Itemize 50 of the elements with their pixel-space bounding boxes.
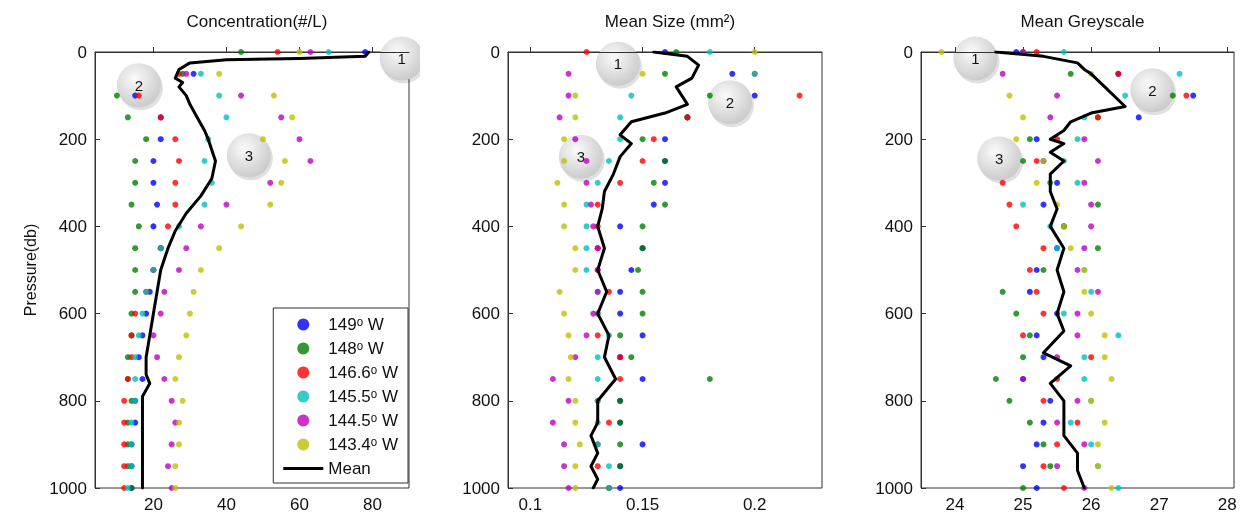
chart-title: Concentration(#/L) — [186, 12, 328, 31]
chart-title: Mean Greyscale — [1020, 12, 1145, 31]
y-tick-label: 1000 — [875, 478, 913, 498]
y-tick-label: 0 — [77, 42, 87, 62]
y-tick-label: 400 — [884, 216, 913, 236]
x-tick-label: 80 — [363, 495, 382, 514]
legend-label: 148ᵒ W — [328, 339, 384, 358]
annotation: 3 — [576, 148, 586, 166]
y-tick-label: 1000 — [462, 478, 500, 498]
annotation: 3 — [995, 149, 1004, 167]
x-tick-label: 26 — [1081, 495, 1101, 514]
y-tick-label: 200 — [884, 129, 913, 149]
annotation: 2 — [134, 76, 144, 94]
y-tick-label: 0 — [903, 42, 913, 62]
y-tick-label: 800 — [471, 391, 500, 411]
y-tick-label: 600 — [58, 304, 87, 324]
x-tick-label: 0.2 — [742, 495, 767, 514]
y-tick-label: 600 — [471, 304, 500, 324]
y-tick-label: 200 — [471, 129, 500, 149]
y-tick-label: 200 — [58, 129, 87, 149]
y-tick-label: 600 — [884, 304, 913, 324]
x-tick-label: 27 — [1149, 495, 1169, 514]
chart-title: Mean Size (mm²) — [604, 12, 736, 31]
x-tick-label: 0.1 — [518, 495, 543, 514]
legend-label: 149ᵒ W — [328, 315, 384, 334]
legend-label: 145.5ᵒ W — [328, 387, 399, 406]
x-tick-label: 25 — [1013, 495, 1033, 514]
annotation: 3 — [244, 146, 254, 164]
y-tick-label: 1000 — [49, 478, 87, 498]
y-tick-label: 800 — [884, 391, 913, 411]
x-tick-label: 60 — [290, 495, 309, 514]
annotation: 2 — [1148, 81, 1157, 99]
annotation: 1 — [971, 50, 980, 68]
annotation: 1 — [613, 55, 623, 73]
y-tick-label: 400 — [58, 216, 87, 236]
x-tick-label: 28 — [1217, 495, 1237, 514]
annotation: 2 — [725, 93, 735, 111]
legend-label: 143.4ᵒ W — [328, 435, 399, 454]
y-tick-label: 400 — [471, 216, 500, 236]
y-tick-label: 800 — [58, 391, 87, 411]
x-tick-label: 20 — [143, 495, 163, 514]
annotation: 1 — [397, 50, 406, 68]
y-axis-title: Pressure(db) — [21, 223, 39, 317]
legend-label: Mean — [328, 459, 371, 478]
legend-label: 144.5ᵒ W — [328, 411, 399, 430]
x-tick-label: 24 — [945, 495, 965, 514]
legend-label: 146.6ᵒ W — [328, 363, 399, 382]
x-tick-label: 0.15 — [626, 495, 660, 514]
x-tick-label: 40 — [216, 495, 236, 514]
y-tick-label: 0 — [490, 42, 500, 62]
